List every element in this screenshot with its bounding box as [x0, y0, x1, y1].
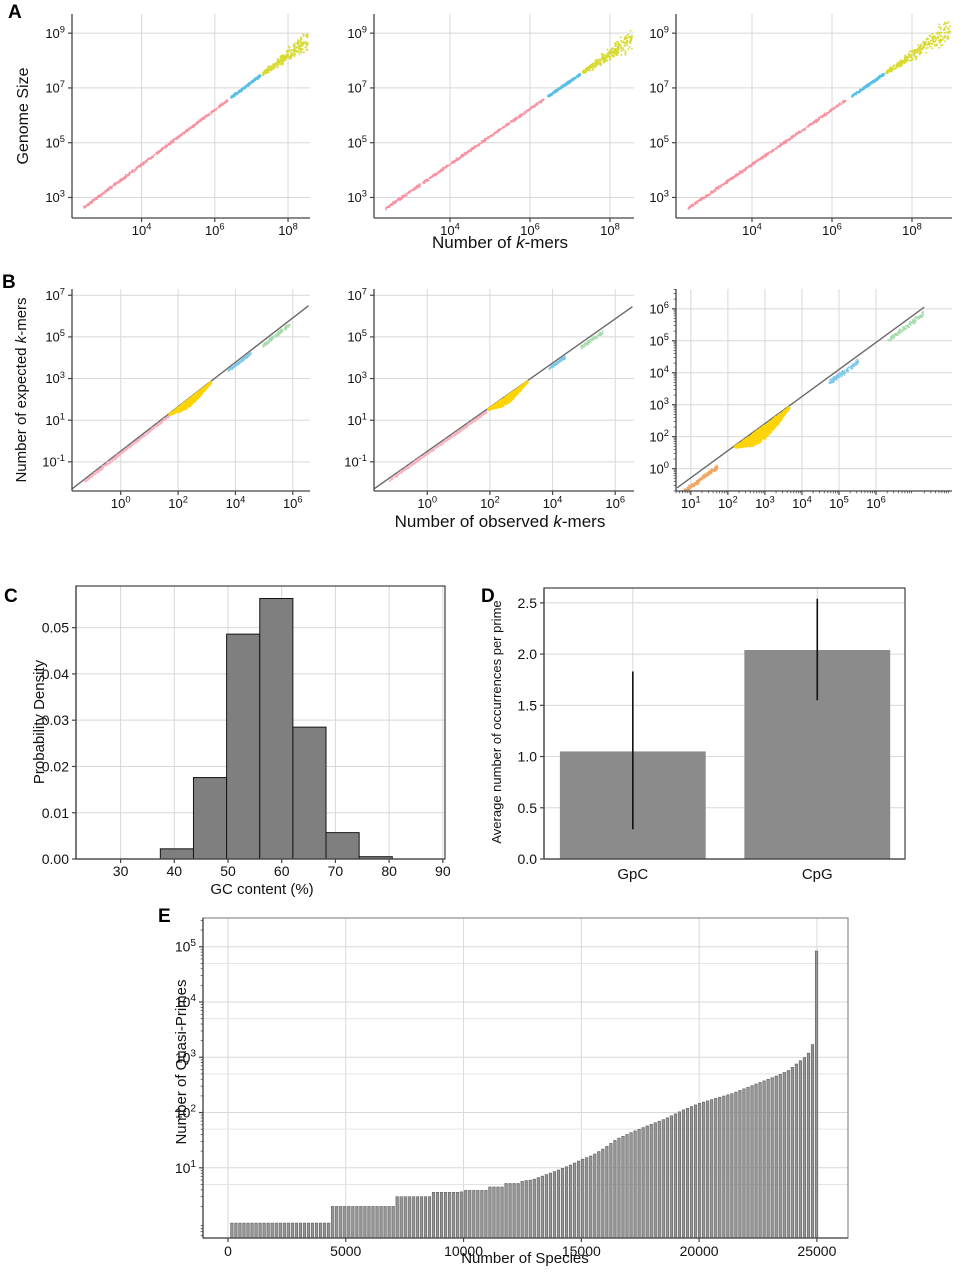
svg-text:10-1: 10-1 [42, 453, 65, 469]
svg-text:102: 102 [168, 495, 188, 511]
svg-text:106: 106 [822, 222, 842, 238]
svg-text:108: 108 [902, 222, 922, 238]
svg-text:104: 104 [226, 495, 246, 511]
panel-e-label: E [158, 906, 171, 927]
panel-b-xlabel-pre: Number of observed [394, 512, 554, 531]
panel-a-ylabel: Genome Size [15, 0, 33, 256]
svg-text:104: 104 [132, 222, 152, 238]
svg-text:107: 107 [649, 79, 669, 95]
panel-e-xlabel-text: Number of Species [461, 1250, 589, 1267]
svg-text:108: 108 [278, 222, 298, 238]
panel-b-xlabel: Number of observed k-mers [300, 512, 700, 532]
svg-text:105: 105 [347, 134, 367, 150]
svg-text:106: 106 [283, 495, 303, 511]
panel-b-ylabel: Number of expected k-mers [13, 250, 31, 530]
chart-b1: 100 102 104 106 10-1 101 103 105 107 [42, 286, 310, 511]
svg-text:109: 109 [649, 24, 669, 40]
panel-b-ylabel-k: k [13, 335, 30, 344]
svg-text:104: 104 [742, 222, 762, 238]
svg-text:106: 106 [205, 222, 225, 238]
panel-a-xlabel-pre: Number of [431, 233, 517, 252]
svg-text:103: 103 [45, 189, 65, 205]
svg-text:104: 104 [440, 222, 460, 238]
svg-text:103: 103 [649, 189, 669, 205]
panel-e-xlabel: Number of Species [325, 1250, 725, 1267]
svg-text:106: 106 [520, 222, 540, 238]
chart-c: 30 40 50 60 70 80 900.000.010.020.030.040.05 [42, 585, 451, 879]
chart-a2: 104 106 108 103 105 107 109 [347, 14, 634, 238]
panel-b-label: B [2, 272, 16, 293]
panel-c-xlabel-text: GC content (%) [210, 881, 314, 898]
svg-text:101: 101 [45, 411, 65, 427]
panel-b-ylabel-post: -mers [13, 297, 30, 336]
svg-text:108: 108 [600, 222, 620, 238]
panel-b-xlabel-post: -mers [561, 512, 606, 531]
panel-b-ylabel-pre: Number of expected [13, 343, 30, 483]
chart-a3: 104 106 108 103 105 107 109 [649, 14, 952, 238]
panel-a-xlabel-k: k [516, 233, 525, 252]
svg-text:103: 103 [45, 370, 65, 386]
panel-a-xlabel-post: -mers [524, 233, 569, 252]
svg-text:107: 107 [45, 79, 65, 95]
svg-text:109: 109 [347, 24, 367, 40]
svg-text:109: 109 [45, 24, 65, 40]
svg-text:103: 103 [347, 189, 367, 205]
panel-c-label: C [4, 586, 18, 607]
svg-text:107: 107 [45, 286, 65, 302]
chart-a1: 104 106 108 103 105 107 109 [45, 14, 310, 238]
svg-text:107: 107 [347, 79, 367, 95]
panel-b-xlabel-k: k [553, 512, 562, 531]
panel-c-xlabel: GC content (%) [62, 881, 462, 898]
svg-text:100: 100 [111, 495, 131, 511]
svg-text:105: 105 [45, 134, 65, 150]
panel-a-xlabel: Number of k-mers [300, 233, 700, 253]
panel-a-ylabel-text: Genome Size [15, 67, 32, 165]
panel-a-label: A [8, 2, 22, 23]
panel-d-label: D [481, 586, 495, 607]
svg-text:105: 105 [45, 328, 65, 344]
svg-text:105: 105 [649, 134, 669, 150]
